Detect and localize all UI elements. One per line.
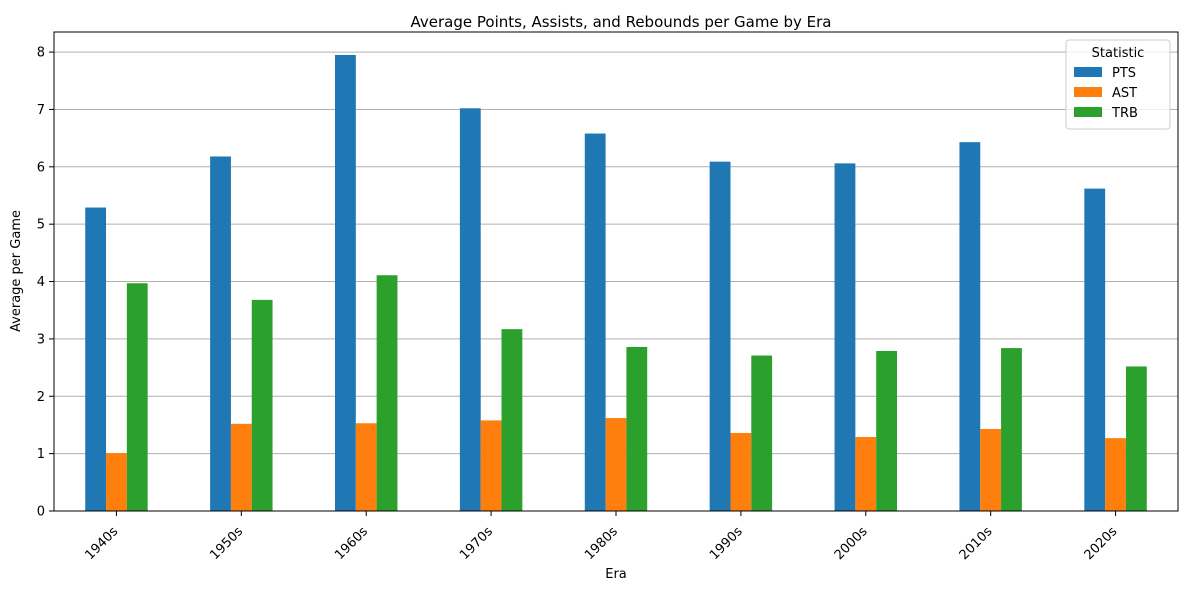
x-tick-label: 1940s [82,524,121,563]
bar-ast-1940s [106,453,127,511]
x-axis: 1940s 1950s 1960s 1970s 1980s 1990s 2000s 2010s… [82,511,1121,563]
bar-trb-2000s [876,350,897,511]
y-tick-label: 4 [37,275,45,290]
legend-label-pts: PTS [1112,66,1136,81]
bar-pts-1980s [584,133,606,511]
bar-pts-1990s [709,161,731,511]
y-tick-label: 8 [37,46,45,61]
x-tick-label: 2010s [957,524,996,563]
legend-label-ast: AST [1112,86,1137,101]
x-axis-label: Era [605,567,627,582]
legend: Statistic PTS AST TRB [1065,39,1171,130]
y-tick-label: 0 [37,505,45,520]
x-tick-label: 2020s [1082,524,1121,563]
bar-ast-1960s [355,423,377,511]
bar-ast-2020s [1105,438,1126,511]
bar-pts-1950s [210,156,231,511]
bar-trb-2020s [1125,366,1147,511]
y-tick-label: 2 [37,390,45,405]
chart-title: Average Points, Assists, and Rebounds pe… [411,13,832,31]
y-tick-label: 5 [37,218,45,233]
bar-pts-1960s [335,54,356,511]
bar-pts-2000s [834,163,856,512]
x-tick-label: 1950s [207,524,246,563]
bar-ast-2010s [980,428,1002,511]
bar-ast-1980s [605,418,627,511]
bar-pts-2010s [959,142,981,512]
bar-ast-1970s [480,420,502,511]
bar-trb-1980s [626,346,648,511]
x-tick-label: 1980s [582,524,621,563]
x-tick-label: 1960s [332,524,371,563]
y-tick-label: 3 [37,332,45,347]
legend-box [1065,39,1171,130]
legend-title: Statistic [1092,46,1145,61]
bar-ast-2000s [855,436,877,511]
bars [85,54,1147,512]
bar-trb-1940s [126,283,148,511]
legend-label-trb: TRB [1111,106,1138,121]
bar-pts-1940s [85,207,107,511]
bar-trb-1970s [501,329,523,511]
legend-swatch-trb [1074,107,1102,117]
y-tick-label: 1 [37,447,45,462]
grid-lines [54,51,1178,455]
bar-pts-2020s [1084,188,1106,512]
bar-trb-2010s [1001,348,1022,511]
x-tick-label: 1990s [707,524,746,563]
y-tick-label: 6 [37,160,45,175]
bar-trb-1950s [251,299,273,511]
bar-pts-1970s [459,108,481,511]
legend-swatch-pts [1074,67,1102,77]
x-tick-label: 1970s [457,524,496,563]
bar-ast-1950s [230,423,252,511]
bar-trb-1960s [376,275,398,511]
y-axis: 0 1 2 3 4 5 6 7 8 [37,46,54,520]
legend-swatch-ast [1074,87,1102,97]
y-axis-label: Average per Game [9,210,24,332]
y-tick-label: 7 [37,103,45,118]
x-tick-label: 2000s [832,524,871,563]
bar-trb-1990s [751,355,773,511]
bar-ast-1990s [730,432,752,511]
